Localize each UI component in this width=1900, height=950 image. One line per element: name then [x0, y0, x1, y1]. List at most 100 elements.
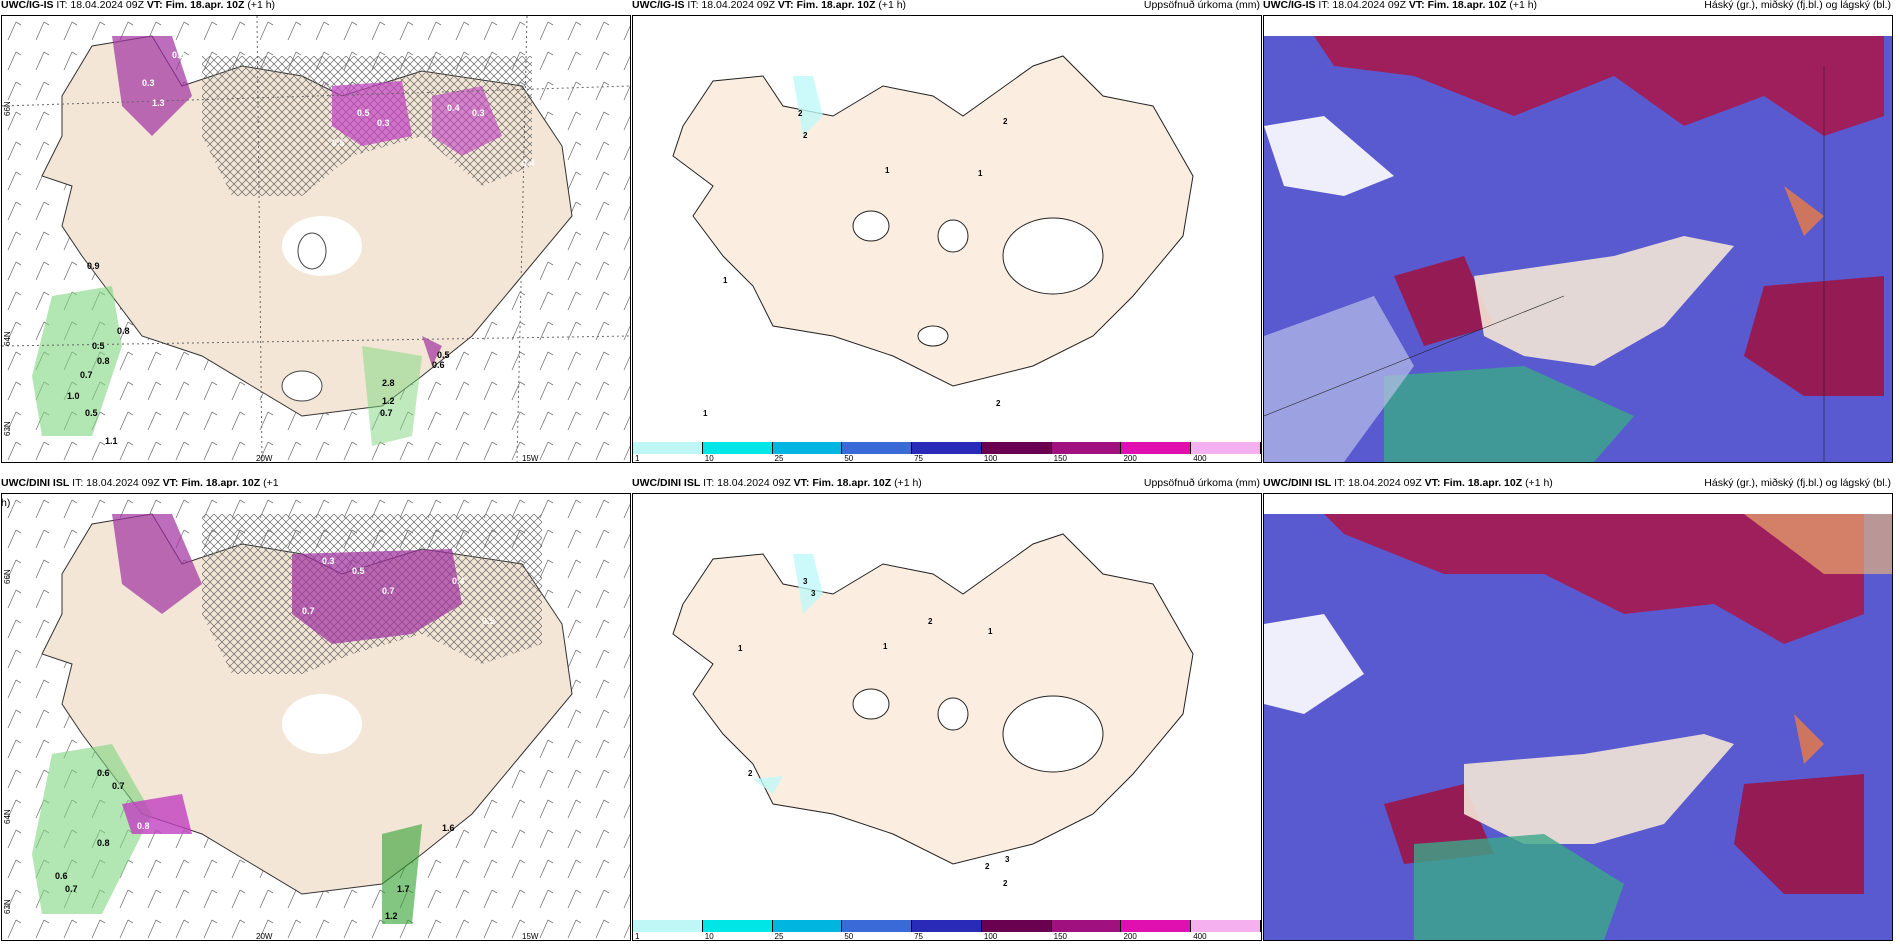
lat-label: 64N [3, 809, 12, 824]
accum-label: 2 [748, 769, 753, 778]
colorbar-label: 100 [983, 454, 998, 463]
panel-clouds-top [1263, 15, 1893, 463]
colorbar-swatch [1051, 442, 1122, 454]
map-precip-wind-top: 0.3 0.3 1.3 0.5 0.3 0.4 0.3 0.5 0.4 0.9 … [2, 16, 630, 462]
precip-label: 0.4 [447, 103, 460, 113]
precip-label: 0.5 [85, 408, 98, 418]
precip-values-bottom: 0.3 0.5 0.7 0.4 0.7 0.5 0.8 0.6 0.8 0.7 … [55, 556, 495, 921]
panel-header: UWC/DINI ISL IT: 18.04.2024 09Z VT: Fim.… [632, 477, 1260, 489]
colorbar-swatch [772, 920, 843, 932]
lon-label: 20W [256, 454, 273, 462]
precip-label: 0.7 [382, 586, 395, 596]
lat-label: 63N [3, 421, 12, 436]
colorbar-swatch [1121, 442, 1192, 454]
accum-label: 1 [883, 642, 888, 651]
colorbar-swatch [912, 920, 982, 932]
accum-values-top: 2 2 1 1 1 1 2 2 [703, 109, 1008, 418]
panel-accum-top: 2 2 1 1 1 1 2 2 1 10 25 50 75 100 150 200 400 [632, 15, 1262, 463]
colorbar-label: 10 [704, 454, 714, 463]
accum-label: 2 [985, 862, 990, 871]
precip-label: 0.6 [55, 871, 68, 881]
precip-label: 0.7 [302, 606, 315, 616]
colorbar-swatch [1191, 920, 1261, 932]
accum-label: 1 [703, 409, 708, 418]
panel-header: UWC/IG-IS IT: 18.04.2024 09Z VT: Fim. 18… [632, 0, 1260, 11]
lat-label: 64N [3, 331, 12, 346]
accum-label: 2 [996, 399, 1001, 408]
lead-wrap: h) [1, 497, 11, 509]
accum-label: 1 [738, 644, 743, 653]
precip-label: 1.2 [382, 396, 395, 406]
precip-label: 0.5 [437, 350, 450, 360]
panel-header: UWC/IG-IS IT: 18.04.2024 09Z VT: Fim. 18… [1263, 0, 1891, 11]
colorbar-swatch [633, 920, 703, 932]
accum-values-bottom: 3 3 1 2 1 1 2 2 3 2 [738, 577, 1010, 888]
precip-label: 1.3 [152, 98, 165, 108]
panel-header: UWC/DINI ISL IT: 18.04.2024 09Z VT: Fim.… [1263, 477, 1891, 489]
colorbar-label: 50 [844, 454, 854, 463]
colorbar-label: 400 [1193, 932, 1207, 941]
accum-label: 2 [803, 131, 808, 140]
precip-label: 0.3 [322, 556, 335, 566]
accum-label: 3 [803, 577, 808, 586]
accum-label: 1 [723, 276, 728, 285]
colorbar-swatch [772, 442, 843, 454]
colorbar-swatch [1051, 920, 1122, 932]
map-accum-bottom: 3 3 1 2 1 1 2 2 3 2 [672, 533, 1194, 888]
colorbar-swatch [1191, 442, 1261, 454]
precip-values-top: 0.3 0.3 1.3 0.5 0.3 0.4 0.3 0.5 0.4 0.9 … [67, 50, 535, 446]
colorbar-label: 150 [1053, 454, 1068, 463]
precip-label: 0.4 [522, 158, 535, 168]
panel-accum-bottom: 3 3 1 2 1 1 2 2 3 2 1 10 25 50 75 100 150 200 40… [632, 493, 1262, 941]
accum-label: 1 [988, 627, 993, 636]
accum-label: 3 [811, 589, 816, 598]
colorbar-swatch [842, 920, 913, 932]
lon-label: 15W [522, 932, 539, 940]
colorbar-label: 50 [844, 932, 854, 941]
precip-label: 0.9 [87, 261, 100, 271]
accum-label: 2 [1003, 117, 1008, 126]
colorbar-label: 10 [704, 932, 714, 941]
precip-label: 0.7 [112, 781, 125, 791]
precip-label: 1.1 [105, 436, 118, 446]
colorbar-swatch [1121, 920, 1192, 932]
precip-label: 0.8 [137, 821, 150, 831]
precip-label: 0.5 [352, 566, 365, 576]
lon-label: 15W [522, 454, 539, 462]
colorbar-label: 200 [1123, 454, 1137, 463]
map-clouds-bottom [1264, 514, 1892, 940]
precip-label: 0.3 [377, 118, 390, 128]
colorbar-swatch [702, 442, 773, 454]
accum-label: 2 [928, 617, 933, 626]
accum-label: 2 [1003, 879, 1008, 888]
colorbar-label: 400 [1193, 454, 1207, 463]
colorbar-swatch [842, 442, 913, 454]
colorbar-label: 75 [914, 932, 924, 941]
precip-label: 0.3 [472, 108, 485, 118]
panel-precip-wind-top: 0.3 0.3 1.3 0.5 0.3 0.4 0.3 0.5 0.4 0.9 … [1, 15, 631, 463]
accum-label: 1 [885, 166, 890, 175]
panel-header: UWC/IG-IS IT: 18.04.2024 09Z VT: Fim. 18… [1, 0, 276, 11]
precip-label: 1.7 [397, 884, 410, 894]
precip-label: 0.3 [142, 78, 155, 88]
precip-label: 0.5 [92, 341, 105, 351]
colorbar-label: 200 [1123, 932, 1137, 941]
precip-label: 2.8 [382, 378, 395, 388]
panel-header: UWC/DINI ISL IT: 18.04.2024 09Z VT: Fim.… [1, 477, 279, 489]
colorbar-swatch [702, 920, 773, 932]
precip-label: 0.6 [432, 360, 445, 370]
colorbar-label: 1 [635, 454, 640, 463]
precip-label: 0.5 [482, 616, 495, 626]
precip-label: 0.5 [357, 108, 370, 118]
colorbar-label: 25 [774, 454, 784, 463]
colorbar-swatch [981, 920, 1052, 932]
precip-label: 1.2 [385, 911, 398, 921]
precip-label: 0.3 [172, 50, 185, 60]
accum-label: 2 [798, 109, 803, 118]
map-accum-top: 2 2 1 1 1 1 2 2 [672, 55, 1194, 418]
lon-label: 20W [256, 932, 273, 940]
precip-label: 0.7 [65, 884, 78, 894]
precip-label: 0.8 [117, 326, 130, 336]
accum-label: 1 [978, 169, 983, 178]
map-clouds-top [1264, 36, 1892, 462]
